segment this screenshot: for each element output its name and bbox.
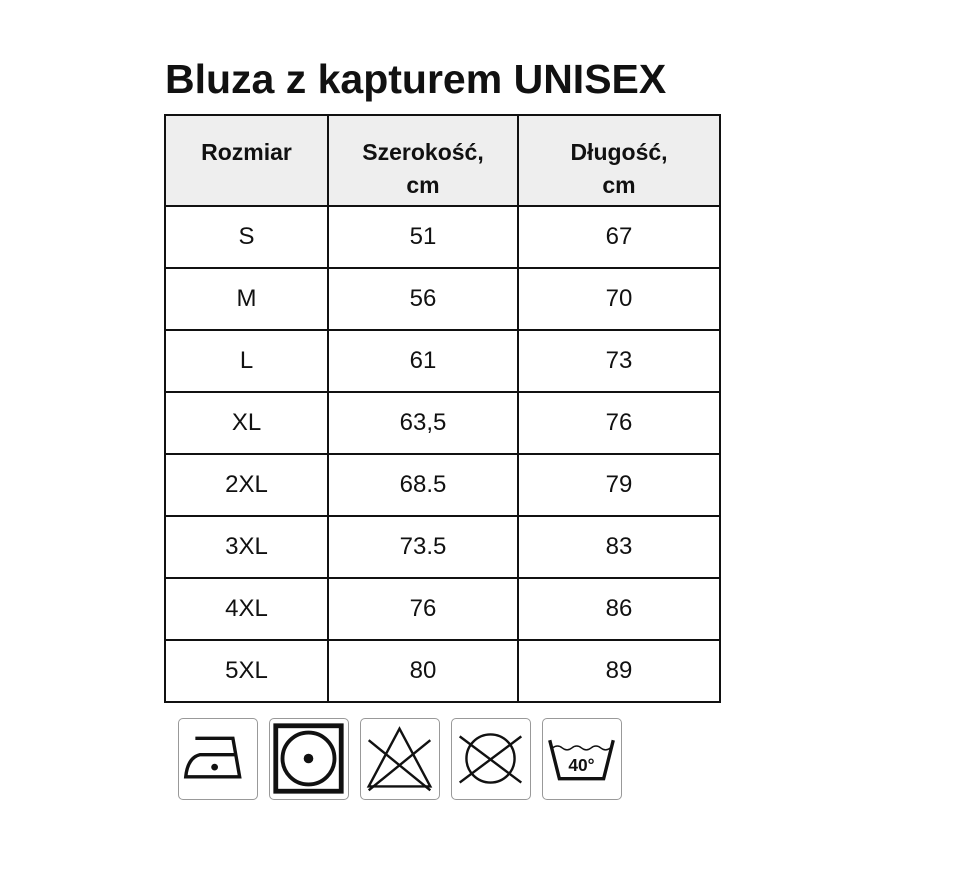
iron-low-temp-icon (178, 718, 258, 800)
table-row: 5XL 80 89 (164, 639, 721, 703)
width-cell: 51 (327, 205, 519, 269)
width-cell: 56 (327, 267, 519, 331)
width-cell: 76 (327, 577, 519, 641)
wash-temperature: 40° (568, 755, 594, 775)
size-table: Rozmiar Szerokość, cm Długość, cm S 51 67 M 56… (164, 114, 721, 703)
length-cell: 73 (517, 329, 721, 393)
table-row: M 56 70 (164, 267, 721, 331)
size-cell: M (164, 267, 329, 331)
header-text: Długość, (570, 139, 668, 165)
size-cell: 3XL (164, 515, 329, 579)
size-cell: 4XL (164, 577, 329, 641)
table-row: 4XL 76 86 (164, 577, 721, 641)
size-cell: 2XL (164, 453, 329, 517)
table-row: S 51 67 (164, 205, 721, 269)
length-cell: 70 (517, 267, 721, 331)
page-title: Bluza z kapturem UNISEX (165, 56, 667, 102)
table-header-row: Rozmiar Szerokość, cm Długość, cm (164, 114, 721, 207)
length-cell: 76 (517, 391, 721, 455)
width-cell: 61 (327, 329, 519, 393)
do-not-bleach-icon (360, 718, 440, 800)
length-cell: 67 (517, 205, 721, 269)
table-row: XL 63,5 76 (164, 391, 721, 455)
wash-40-icon: 40° (542, 718, 622, 800)
header-size: Rozmiar (164, 114, 329, 207)
header-text: Szerokość, (362, 139, 484, 165)
header-width: Szerokość, cm (327, 114, 519, 207)
table-row: 2XL 68.5 79 (164, 453, 721, 517)
header-unit: cm (602, 172, 636, 198)
do-not-dry-clean-icon (451, 718, 531, 800)
care-icons: 40° (178, 718, 622, 800)
length-cell: 83 (517, 515, 721, 579)
length-cell: 89 (517, 639, 721, 703)
table-row: L 61 73 (164, 329, 721, 393)
width-cell: 68.5 (327, 453, 519, 517)
width-cell: 63,5 (327, 391, 519, 455)
header-unit: cm (406, 172, 440, 198)
size-cell: S (164, 205, 329, 269)
size-cell: 5XL (164, 639, 329, 703)
size-cell: XL (164, 391, 329, 455)
tumble-dry-icon (269, 718, 349, 800)
size-cell: L (164, 329, 329, 393)
width-cell: 73.5 (327, 515, 519, 579)
length-cell: 79 (517, 453, 721, 517)
header-text: Rozmiar (201, 139, 292, 165)
length-cell: 86 (517, 577, 721, 641)
header-length: Długość, cm (517, 114, 721, 207)
width-cell: 80 (327, 639, 519, 703)
table-row: 3XL 73.5 83 (164, 515, 721, 579)
